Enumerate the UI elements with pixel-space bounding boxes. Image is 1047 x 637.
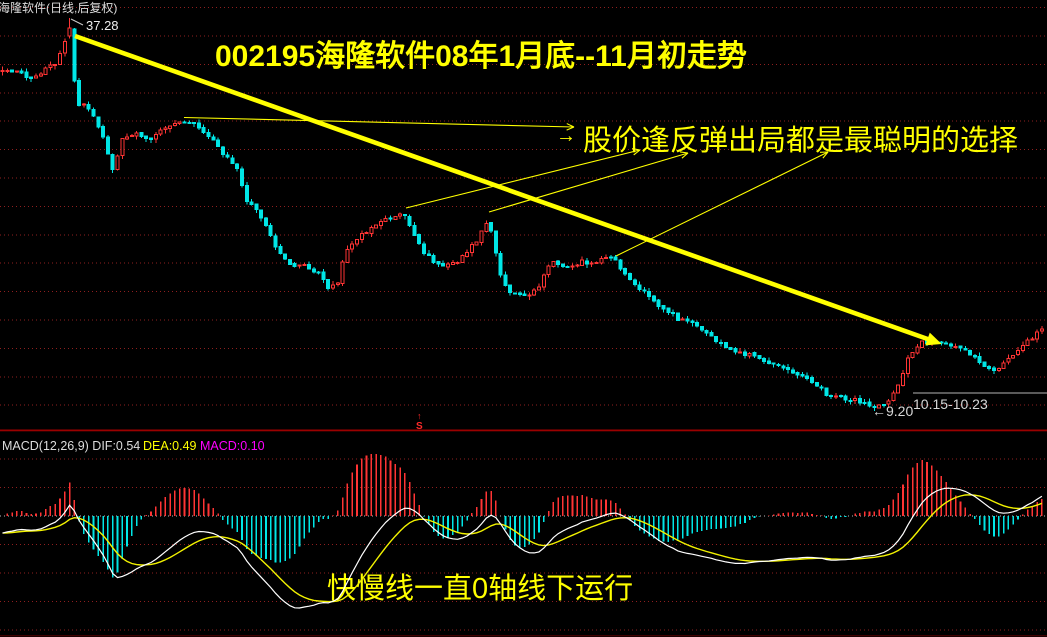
macd-pane-grid <box>0 458 1047 631</box>
low-price-label: ←9.20 <box>872 403 913 419</box>
macd-params-label: MACD(12,26,9) DIF:0.54 <box>2 439 140 453</box>
macd-note-text: 快慢线一直0轴线下运行 <box>327 572 633 605</box>
date-range-label: 10.15-10.23 <box>913 396 988 412</box>
macd-histogram <box>6 454 1043 578</box>
peak-price-label: 37.28 <box>86 18 119 33</box>
callout-arrow-prefix: → <box>556 125 576 147</box>
macd-value-label: MACD:0.10 <box>200 439 265 453</box>
candlestick-series <box>0 18 1044 412</box>
chart-title: 002195海隆软件08年1月底--11月初走势 <box>215 40 747 73</box>
macd-dif-dea-lines <box>2 487 1043 609</box>
pane-divider <box>0 429 1047 432</box>
bottom-border-line <box>0 635 1047 637</box>
macd-dea-label: DEA:0.49 <box>143 439 197 453</box>
sell-signal-arrow-icon: ↑ <box>417 411 422 421</box>
sell-signal-marker: S <box>416 421 423 432</box>
callout-text: 股价逢反弹出局都是最聪明的选择 <box>583 124 1018 157</box>
instrument-label: 海隆软件(日线,后复权) <box>0 0 117 15</box>
chart-annotation-arrows <box>70 18 1047 394</box>
